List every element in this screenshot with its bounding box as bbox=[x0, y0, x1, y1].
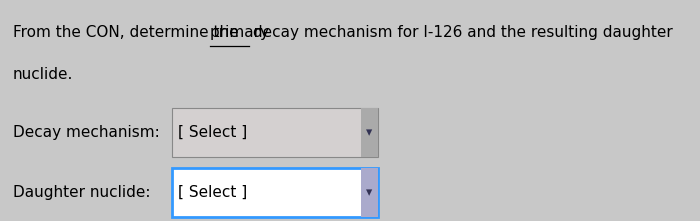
FancyBboxPatch shape bbox=[361, 168, 378, 217]
Text: ▾: ▾ bbox=[366, 186, 372, 199]
FancyBboxPatch shape bbox=[172, 108, 378, 157]
Text: [ Select ]: [ Select ] bbox=[178, 185, 248, 200]
Text: nuclide.: nuclide. bbox=[13, 67, 73, 82]
Text: primary: primary bbox=[210, 25, 270, 40]
Text: ▾: ▾ bbox=[366, 126, 372, 139]
Text: [ Select ]: [ Select ] bbox=[178, 125, 248, 140]
Text: decay mechanism for I-126 and the resulting daughter: decay mechanism for I-126 and the result… bbox=[248, 25, 673, 40]
FancyBboxPatch shape bbox=[361, 108, 378, 157]
Text: From the CON, determine the: From the CON, determine the bbox=[13, 25, 243, 40]
Text: Decay mechanism:: Decay mechanism: bbox=[13, 125, 160, 140]
Text: Daughter nuclide:: Daughter nuclide: bbox=[13, 185, 150, 200]
FancyBboxPatch shape bbox=[172, 168, 378, 217]
